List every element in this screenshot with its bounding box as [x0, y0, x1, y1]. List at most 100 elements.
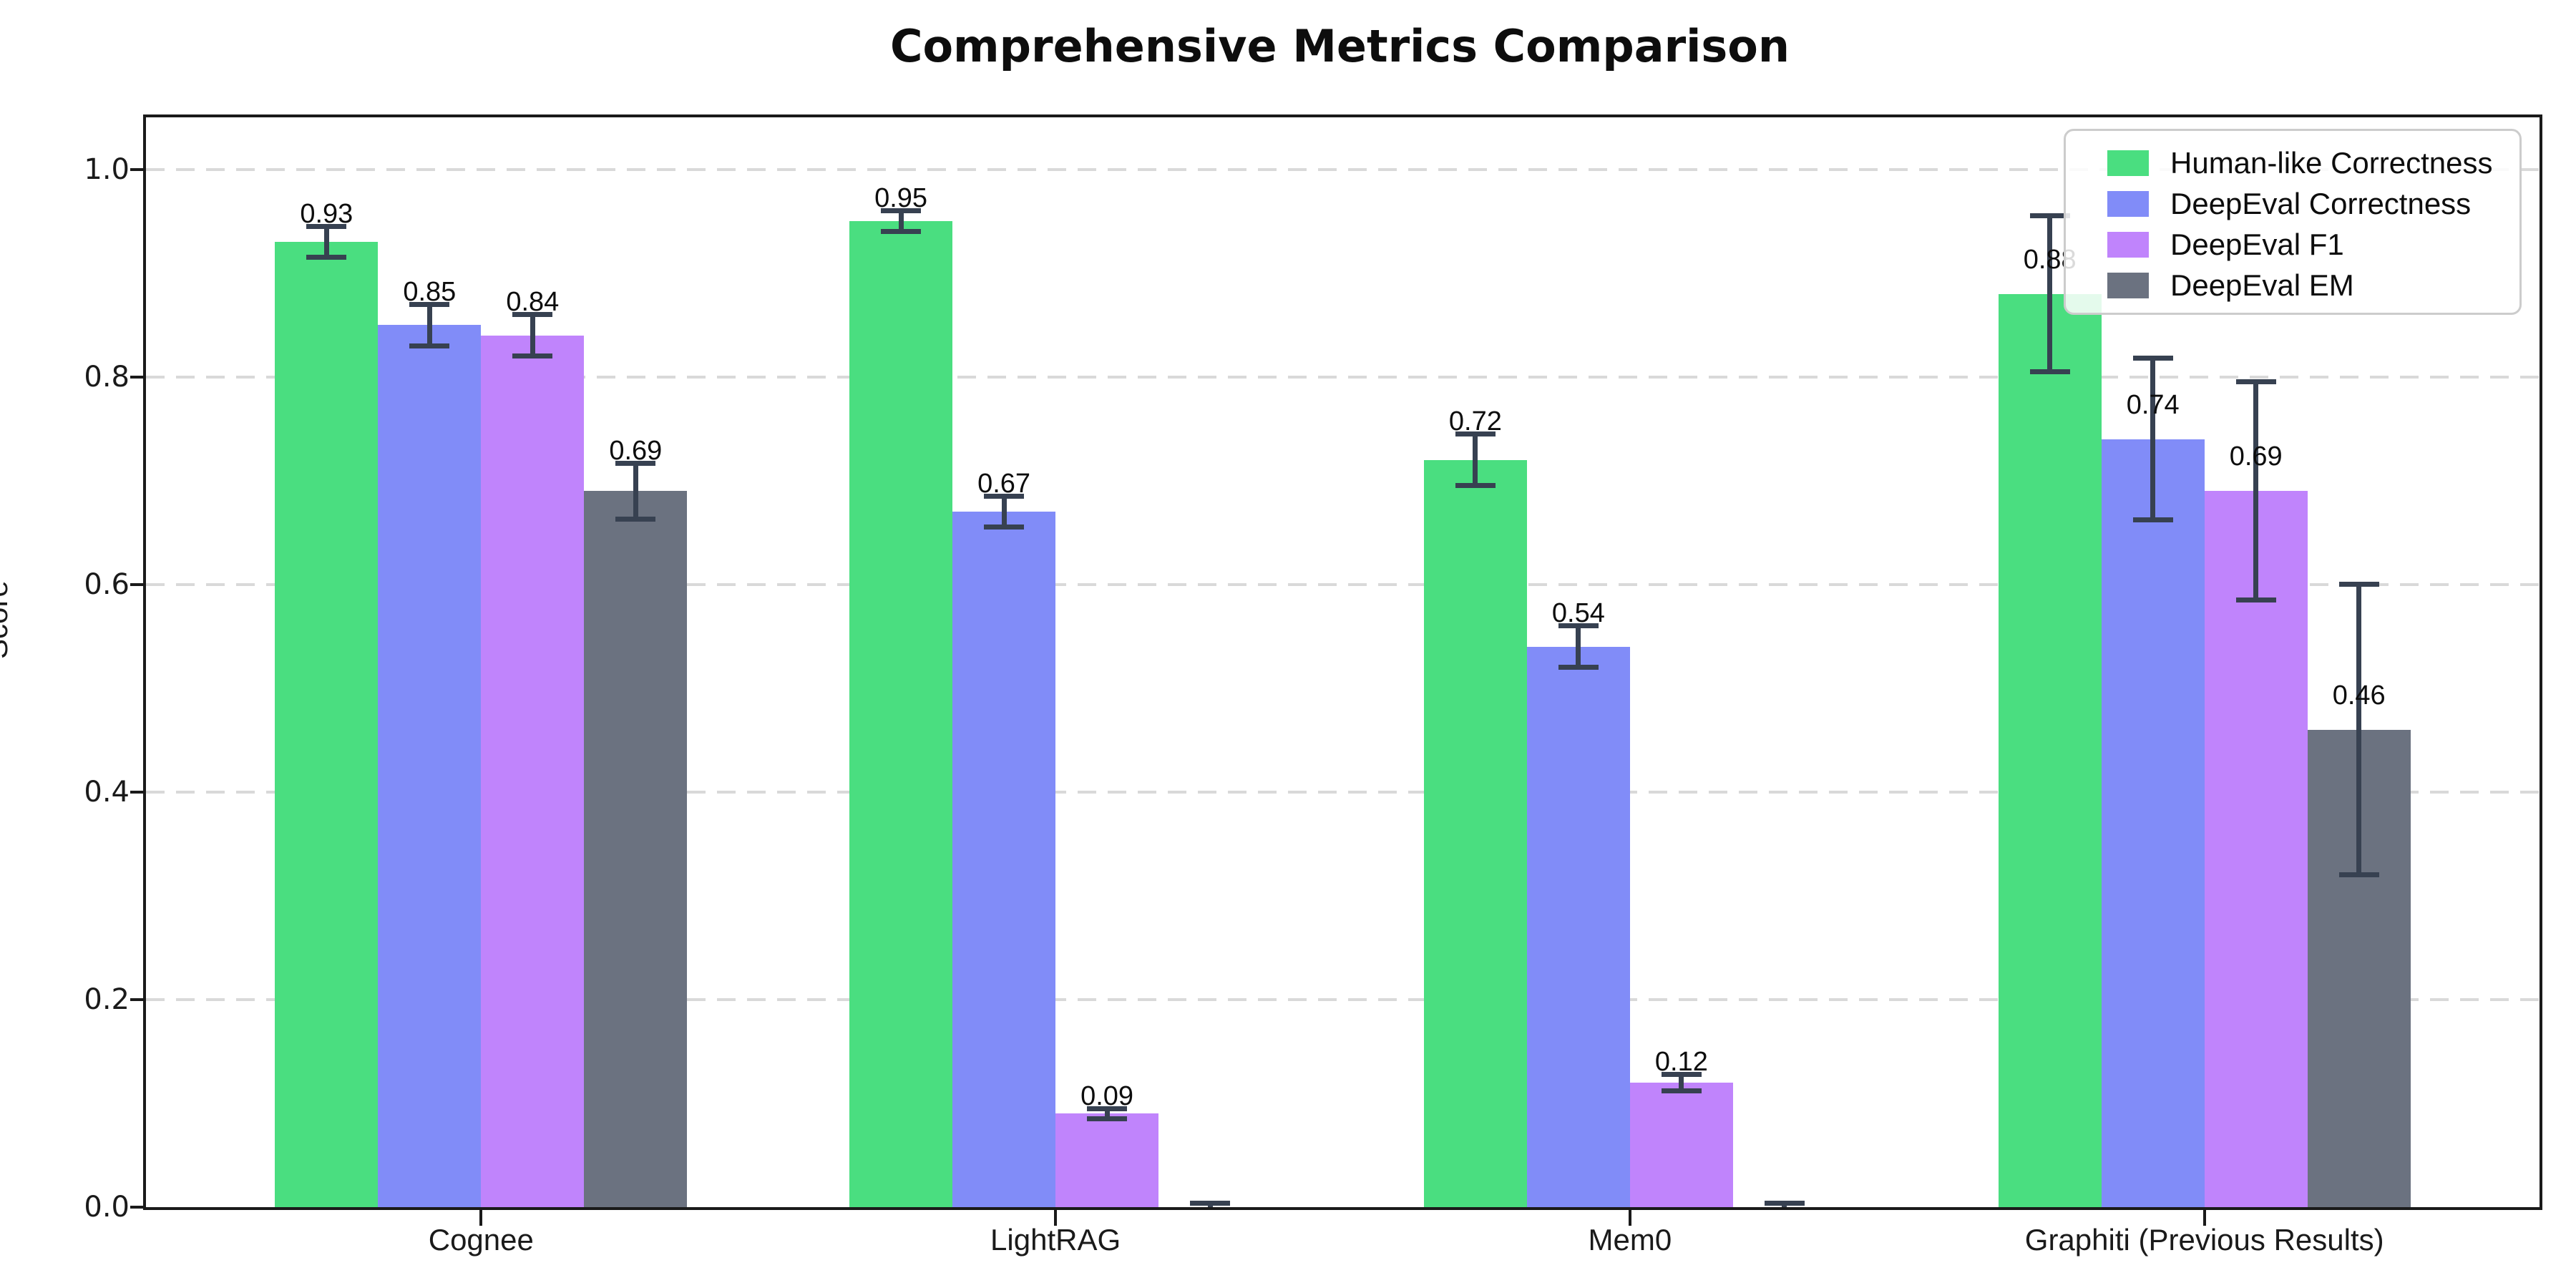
- error-cap-top: [2338, 582, 2379, 587]
- bar-human-like-correctness-group1: [275, 242, 379, 1207]
- bar-value-label: 0.93: [300, 198, 353, 229]
- legend-item-human-like-correctness: Human-like Correctness: [2107, 142, 2519, 183]
- error-bar: [633, 463, 638, 519]
- legend-swatch: [2107, 231, 2149, 258]
- bar-deepeval-correctness-group2: [952, 512, 1056, 1207]
- bar-deepeval-em-group1: [584, 491, 688, 1207]
- bar-value-label: 0.74: [2126, 389, 2180, 420]
- legend: Human-like Correctness DeepEval Correctne…: [2064, 129, 2522, 315]
- y-tick-label: 0.0: [84, 1191, 130, 1224]
- bar-value-label: 0.69: [2229, 441, 2283, 472]
- bar-deepeval-correctness-group3: [1526, 646, 1630, 1207]
- error-bar: [1104, 1108, 1110, 1119]
- error-cap-bottom: [1455, 483, 1496, 489]
- error-cap-bottom: [409, 343, 450, 348]
- y-tick-mark: [130, 1206, 143, 1209]
- error-bar: [1001, 496, 1007, 527]
- error-cap-top: [1190, 1200, 1231, 1206]
- bar-human-like-correctness-group4: [1998, 293, 2102, 1207]
- error-cap-bottom: [2132, 517, 2173, 523]
- y-tick-label: 1.0: [84, 152, 130, 186]
- bar-deepeval-f1-group3: [1629, 1082, 1733, 1207]
- error-cap-top: [1764, 1200, 1805, 1206]
- error-bar: [530, 314, 535, 356]
- y-tick-mark: [130, 375, 143, 379]
- error-cap-bottom: [2338, 872, 2379, 878]
- chart-title: Comprehensive Metrics Comparison: [889, 20, 1790, 72]
- bar-value-label: 0.09: [1080, 1080, 1134, 1111]
- bar-value-label: 0.46: [2332, 680, 2386, 711]
- error-cap-top: [2029, 213, 2070, 219]
- x-tick-label-3: Mem0: [1588, 1223, 1672, 1257]
- error-cap-top: [615, 460, 656, 466]
- error-cap-bottom: [881, 229, 922, 235]
- error-bar: [2047, 215, 2053, 372]
- error-cap-top: [881, 208, 922, 214]
- legend-item-deepeval-correctness: DeepEval Correctness: [2107, 183, 2519, 224]
- error-cap-top: [2235, 379, 2276, 385]
- error-cap-bottom: [984, 525, 1025, 530]
- error-cap-top: [306, 223, 347, 229]
- bar-deepeval-f1-group2: [1055, 1113, 1159, 1207]
- legend-swatch: [2107, 272, 2149, 298]
- error-cap-bottom: [2029, 369, 2070, 374]
- y-tick-mark: [130, 997, 143, 1001]
- bar-value-label: 0.12: [1654, 1046, 1708, 1077]
- legend-item-deepeval-em: DeepEval EM: [2107, 265, 2519, 306]
- error-cap-bottom: [1087, 1116, 1128, 1122]
- y-tick-mark: [130, 167, 143, 171]
- error-cap-top: [1661, 1071, 1702, 1077]
- error-cap-bottom: [1558, 665, 1599, 670]
- bar-deepeval-f1-group1: [481, 335, 585, 1207]
- legend-item-deepeval-f1: DeepEval F1: [2107, 224, 2519, 265]
- x-tick-mark: [2202, 1210, 2206, 1226]
- y-axis-label: Score: [0, 580, 14, 659]
- bar-deepeval-correctness-group4: [2101, 439, 2205, 1207]
- error-cap-bottom: [615, 516, 656, 522]
- bar-value-label: 0.69: [609, 435, 663, 466]
- bar-value-label: 0.85: [403, 276, 457, 307]
- error-bar: [898, 210, 904, 232]
- error-cap-top: [2132, 356, 2173, 361]
- error-cap-top: [1455, 431, 1496, 436]
- bar-value-label: 0.67: [977, 469, 1031, 499]
- bar-value-label: 0.72: [1448, 406, 1502, 436]
- y-tick-label: 0.8: [84, 360, 130, 394]
- bar-deepeval-correctness-group1: [378, 325, 482, 1207]
- legend-swatch: [2107, 190, 2149, 217]
- error-bar: [1576, 625, 1581, 668]
- legend-label: DeepEval Correctness: [2170, 186, 2472, 220]
- x-tick-label-4: Graphiti (Previous Results): [2024, 1223, 2384, 1257]
- error-cap-bottom: [1661, 1088, 1702, 1094]
- error-cap-bottom: [306, 255, 347, 260]
- x-tick-label-2: LightRAG: [990, 1223, 1121, 1257]
- bar-human-like-correctness-group2: [849, 221, 953, 1207]
- error-bar: [2150, 358, 2156, 520]
- x-tick-mark: [1054, 1210, 1058, 1226]
- gridline-y-0.8: [146, 375, 2540, 379]
- error-cap-top: [984, 493, 1025, 499]
- y-tick-label: 0.6: [84, 567, 130, 601]
- bar-value-label: 0.95: [874, 183, 928, 214]
- y-tick-mark: [130, 582, 143, 586]
- legend-label: Human-like Correctness: [2170, 145, 2493, 180]
- bar-human-like-correctness-group3: [1423, 459, 1527, 1207]
- y-tick-label: 0.2: [84, 982, 130, 1016]
- x-tick-label-1: Cognee: [428, 1223, 534, 1257]
- error-bar: [323, 226, 329, 258]
- error-cap-top: [409, 301, 450, 307]
- x-tick-mark: [479, 1210, 483, 1226]
- legend-swatch: [2107, 150, 2149, 176]
- error-cap-bottom: [2235, 597, 2276, 602]
- gridline-y-0.4: [146, 790, 2540, 794]
- error-cap-top: [512, 312, 553, 318]
- error-cap-top: [1558, 623, 1599, 629]
- error-bar: [426, 304, 432, 346]
- gridline-y-0.2: [146, 997, 2540, 1001]
- error-bar: [1473, 434, 1478, 486]
- legend-label: DeepEval F1: [2170, 227, 2344, 261]
- gridline-y-0.6: [146, 582, 2540, 586]
- y-tick-mark: [130, 790, 143, 794]
- legend-label: DeepEval EM: [2170, 268, 2354, 302]
